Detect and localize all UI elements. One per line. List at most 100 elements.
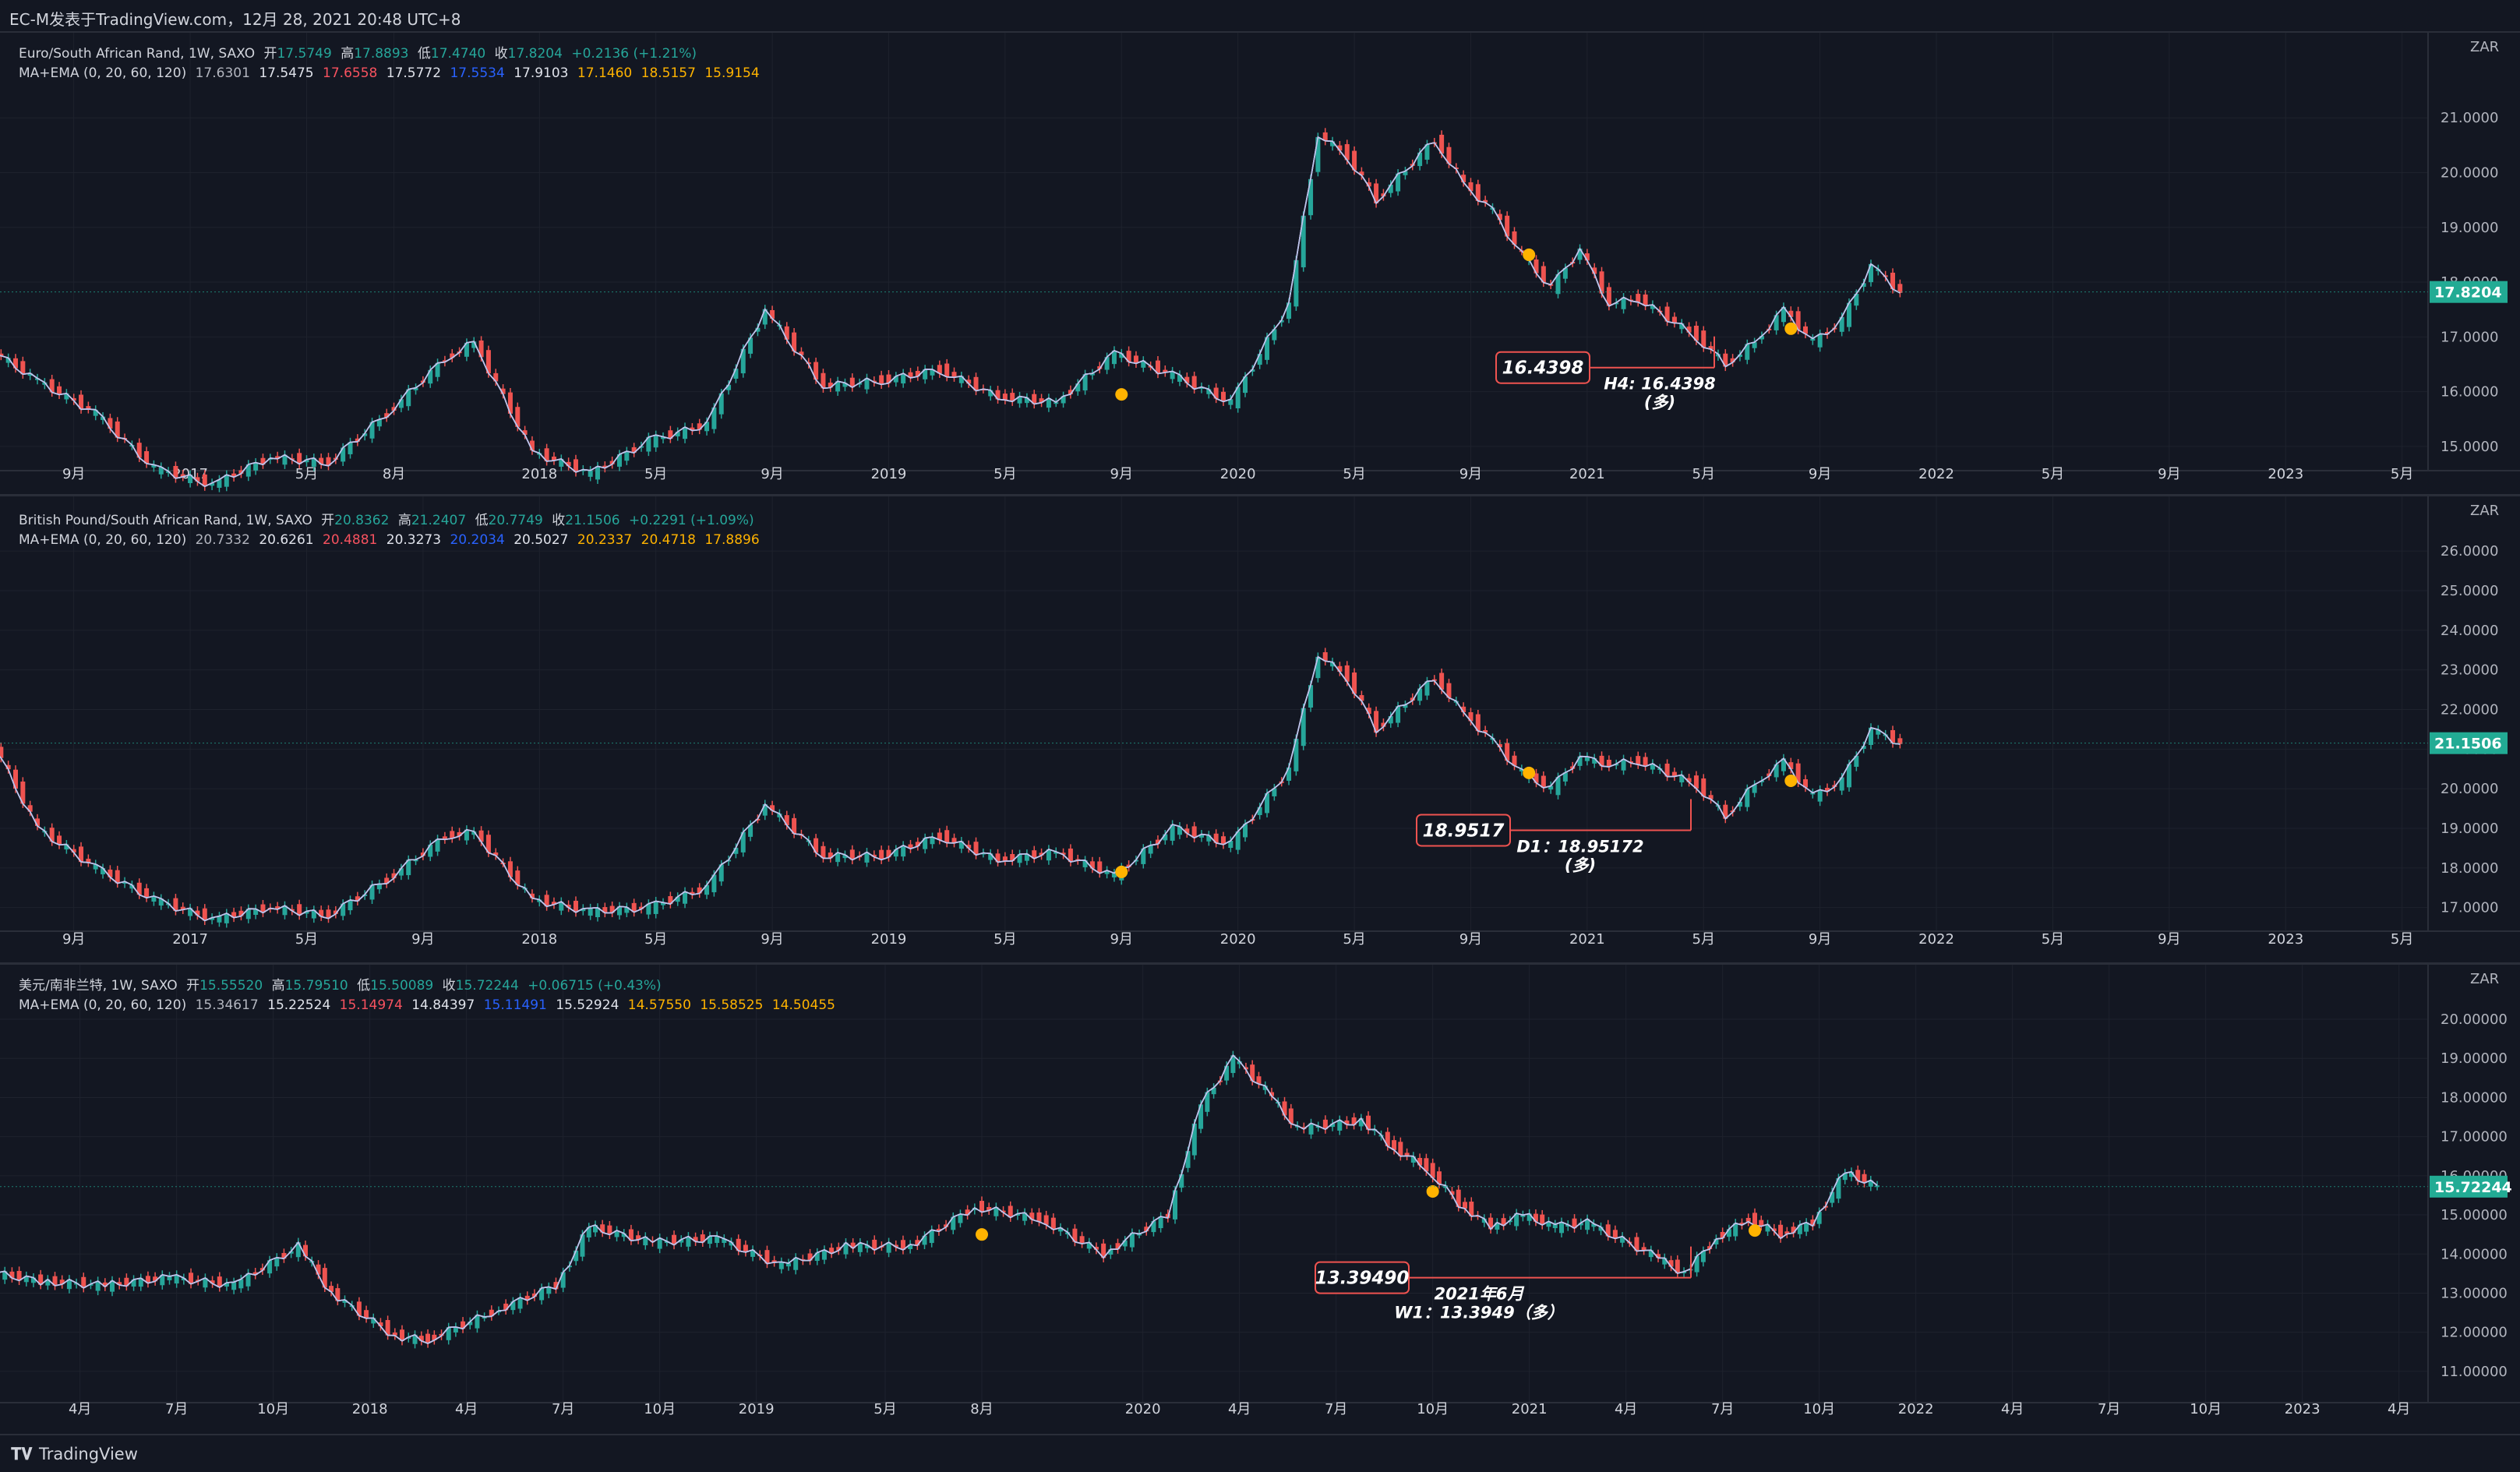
y-tick-label: 17.0000 — [2441, 900, 2498, 916]
y-tick-label: 23.0000 — [2441, 662, 2498, 679]
y-tick-label: 12.00000 — [2441, 1325, 2508, 1341]
candle-body — [654, 435, 658, 447]
candle-body — [958, 1214, 962, 1223]
legend-symbol[interactable]: 美元/南非兰特, 1W, SAXO — [19, 978, 178, 994]
ma-value: 15.9154 — [704, 65, 759, 81]
candle-body — [1818, 334, 1823, 348]
x-tick-label: 5月 — [2391, 931, 2413, 948]
signal-marker — [1523, 767, 1535, 779]
legend-high: 17.8893 — [354, 46, 408, 62]
candle-body — [1818, 789, 1823, 801]
currency-label: ZAR — [2470, 503, 2499, 519]
x-tick-label: 2020 — [1125, 1401, 1161, 1417]
candles — [0, 648, 1902, 927]
y-tick-label: 18.00000 — [2441, 1089, 2508, 1106]
moving-average-line — [0, 1055, 1877, 1343]
legend-high-label: 高 — [272, 978, 285, 994]
signal-marker — [1115, 388, 1128, 401]
x-tick-label: 2021 — [1569, 466, 1605, 482]
x-tick-label: 9月 — [1459, 931, 1482, 948]
x-tick-label: 8月 — [383, 466, 405, 482]
ma-value: 17.9103 — [514, 65, 568, 81]
legend-ma-label[interactable]: MA+EMA (0, 20, 60, 120) — [19, 65, 186, 81]
candle-body — [1752, 1213, 1757, 1225]
legend-open-label: 开 — [186, 978, 199, 994]
signal-marker — [1784, 323, 1797, 335]
ma-value: 15.52924 — [556, 997, 619, 1013]
candle-body — [1258, 354, 1262, 365]
annotation-text: W1：13.3949（多） — [1394, 1304, 1563, 1322]
x-tick-label: 10月 — [1417, 1401, 1449, 1417]
annotation-text: (多) — [1644, 394, 1675, 412]
candle-body — [1417, 1158, 1422, 1166]
x-tick-label: 5月 — [874, 1401, 896, 1417]
legend-ma-label[interactable]: MA+EMA (0, 20, 60, 120) — [19, 532, 186, 548]
x-tick-label: 9月 — [2158, 466, 2180, 482]
y-tick-label: 18.0000 — [2441, 860, 2498, 877]
ma-value: 14.50455 — [772, 997, 835, 1013]
candle-body — [1179, 1174, 1184, 1188]
legend-symbol[interactable]: British Pound/South African Rand, 1W, SA… — [19, 513, 312, 528]
legend-close-label: 收 — [495, 46, 508, 62]
ma-value: 15.14974 — [340, 997, 403, 1013]
candle-body — [503, 1304, 508, 1310]
chart-pane-usdzar[interactable]: ZAR20.0000019.0000018.0000017.0000016.00… — [0, 965, 2520, 1432]
candle-body — [944, 830, 949, 842]
x-tick-label: 5月 — [1343, 466, 1365, 482]
moving-average-line — [0, 137, 1900, 486]
x-tick-label: 5月 — [994, 466, 1016, 482]
chart-svg-usdzar[interactable]: ZAR20.0000019.0000018.0000017.0000016.00… — [0, 965, 2520, 1432]
x-tick-label: 2021 — [1569, 931, 1605, 948]
chart-pane-gbpzar[interactable]: ZAR26.000025.000024.000023.000022.000021… — [0, 496, 2520, 962]
last-price-label: 17.8204 — [2434, 284, 2502, 302]
x-tick-label: 9月 — [62, 931, 85, 948]
legend-open: 17.5749 — [277, 46, 331, 62]
candles — [0, 1051, 1879, 1349]
candle-body — [253, 463, 258, 471]
y-tick-label: 13.00000 — [2441, 1285, 2508, 1301]
signal-marker — [1427, 1185, 1439, 1198]
x-tick-label: 5月 — [1692, 466, 1715, 482]
ma-value: 17.1460 — [577, 65, 632, 81]
ma-value: 17.8896 — [704, 532, 759, 548]
candle-body — [1643, 757, 1648, 766]
x-tick-label: 9月 — [1809, 931, 1831, 948]
y-tick-label: 15.0000 — [2441, 439, 2498, 455]
y-tick-label: 20.0000 — [2441, 164, 2498, 181]
ma-value: 17.6558 — [323, 65, 377, 81]
candle-body — [303, 1245, 308, 1257]
moving-average-line — [0, 137, 1900, 486]
x-tick-label: 4月 — [2388, 1401, 2410, 1417]
ma-value: 17.6301 — [196, 65, 250, 81]
x-tick-label: 5月 — [1692, 931, 1715, 948]
moving-average-line — [0, 137, 1900, 486]
annotation-box-label: 18.9517 — [1423, 821, 1505, 841]
signal-marker — [1749, 1224, 1761, 1237]
x-tick-label: 5月 — [295, 466, 318, 482]
legend-ma-label[interactable]: MA+EMA (0, 20, 60, 120) — [19, 997, 186, 1013]
chart-pane-eurzar[interactable]: ZAR21.000020.000019.000018.000017.000016… — [0, 33, 2520, 494]
chart-svg-gbpzar[interactable]: ZAR26.000025.000024.000023.000022.000021… — [0, 496, 2520, 962]
chart-svg-eurzar[interactable]: ZAR21.000020.000019.000018.000017.000016… — [0, 33, 2520, 494]
candle-body — [1389, 185, 1393, 193]
footer-bar: 𝐓𝐕 TradingView — [0, 1434, 2520, 1472]
footer-brand[interactable]: TradingView — [39, 1445, 138, 1463]
candle-body — [1643, 295, 1648, 305]
ma-value: 15.34617 — [196, 997, 259, 1013]
ma-value: 17.5772 — [386, 65, 441, 81]
x-tick-label: 2018 — [521, 931, 557, 948]
x-tick-label: 2019 — [871, 931, 907, 948]
x-tick-label: 2022 — [1918, 466, 1954, 482]
x-tick-label: 10月 — [1803, 1401, 1835, 1417]
y-tick-label: 19.00000 — [2441, 1050, 2508, 1067]
candle-body — [988, 853, 993, 860]
x-tick-label: 5月 — [994, 931, 1016, 948]
legend-symbol[interactable]: Euro/South African Rand, 1W, SAXO — [19, 46, 255, 62]
candle-body — [901, 845, 905, 856]
x-tick-label: 2021 — [1512, 1401, 1548, 1417]
y-tick-label: 19.0000 — [2441, 821, 2498, 837]
y-tick-label: 14.00000 — [2441, 1246, 2508, 1262]
moving-average-line — [0, 1055, 1877, 1343]
tradingview-logo-icon[interactable]: 𝐓𝐕 — [11, 1445, 32, 1464]
x-tick-label: 9月 — [62, 466, 85, 482]
